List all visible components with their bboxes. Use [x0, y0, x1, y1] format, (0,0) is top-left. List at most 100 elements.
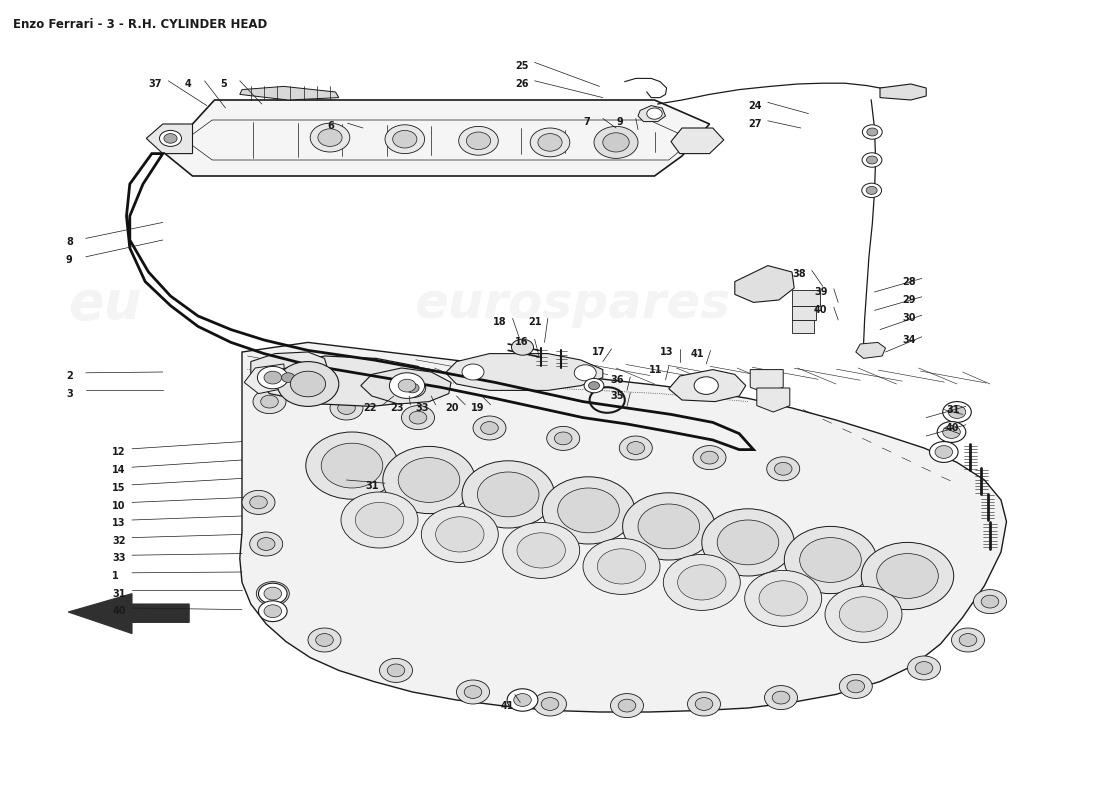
Circle shape [264, 371, 282, 384]
Circle shape [399, 378, 426, 398]
Circle shape [745, 570, 822, 626]
Circle shape [623, 493, 715, 560]
Circle shape [277, 362, 339, 406]
Circle shape [538, 134, 562, 151]
Circle shape [258, 601, 287, 622]
Circle shape [409, 411, 427, 424]
Circle shape [825, 586, 902, 642]
Text: 22: 22 [363, 403, 376, 413]
Circle shape [473, 416, 506, 440]
Text: 12: 12 [112, 447, 125, 457]
Circle shape [861, 183, 881, 198]
Polygon shape [68, 594, 189, 634]
Polygon shape [735, 266, 794, 302]
Text: 31: 31 [365, 482, 378, 491]
Polygon shape [671, 128, 724, 154]
Circle shape [258, 583, 287, 604]
Circle shape [943, 426, 960, 438]
Circle shape [398, 458, 460, 502]
Circle shape [584, 378, 604, 393]
Text: 3: 3 [66, 389, 73, 398]
Circle shape [542, 477, 635, 544]
Circle shape [330, 396, 363, 420]
Polygon shape [240, 86, 339, 100]
Circle shape [937, 422, 966, 442]
Circle shape [406, 383, 419, 393]
Circle shape [688, 692, 720, 716]
Circle shape [619, 436, 652, 460]
Circle shape [261, 395, 278, 408]
Circle shape [534, 692, 566, 716]
Circle shape [257, 538, 275, 550]
Circle shape [503, 522, 580, 578]
Text: 5: 5 [220, 79, 227, 89]
Circle shape [767, 457, 800, 481]
Text: 32: 32 [112, 536, 125, 546]
Circle shape [456, 680, 490, 704]
Circle shape [547, 426, 580, 450]
Circle shape [385, 125, 425, 154]
Polygon shape [750, 370, 783, 394]
Text: 14: 14 [112, 466, 125, 475]
Circle shape [702, 509, 794, 576]
Text: 37: 37 [148, 79, 162, 89]
Circle shape [462, 364, 484, 380]
Text: 15: 15 [112, 483, 125, 493]
Text: 4: 4 [185, 79, 191, 89]
Circle shape [867, 156, 878, 164]
Circle shape [257, 366, 288, 389]
Polygon shape [792, 306, 816, 320]
Polygon shape [361, 368, 451, 404]
Circle shape [915, 662, 933, 674]
Polygon shape [757, 388, 790, 412]
Text: 1: 1 [112, 571, 119, 581]
Circle shape [695, 698, 713, 710]
Circle shape [462, 461, 554, 528]
Circle shape [512, 339, 534, 355]
Text: 35: 35 [610, 391, 624, 401]
Text: 30: 30 [902, 314, 915, 323]
Text: eurospares: eurospares [414, 536, 730, 584]
Text: 9: 9 [616, 117, 623, 126]
Polygon shape [258, 356, 434, 406]
Text: 10: 10 [112, 501, 125, 510]
Circle shape [862, 153, 882, 167]
Circle shape [242, 490, 275, 514]
Text: 19: 19 [471, 403, 484, 413]
Circle shape [774, 462, 792, 475]
Circle shape [701, 451, 718, 464]
Text: Enzo Ferrari - 3 - R.H. CYLINDER HEAD: Enzo Ferrari - 3 - R.H. CYLINDER HEAD [13, 18, 267, 30]
Circle shape [764, 686, 798, 710]
Text: 6: 6 [328, 122, 334, 131]
Circle shape [839, 674, 872, 698]
Circle shape [588, 382, 600, 390]
Circle shape [948, 406, 966, 418]
Text: 11: 11 [649, 365, 662, 374]
Text: 41: 41 [691, 349, 704, 358]
Circle shape [610, 694, 643, 718]
Circle shape [264, 605, 282, 618]
Polygon shape [792, 290, 820, 306]
Text: 33: 33 [416, 403, 429, 413]
Circle shape [250, 532, 283, 556]
Circle shape [867, 128, 878, 136]
Circle shape [477, 472, 539, 517]
Circle shape [694, 377, 718, 394]
Polygon shape [165, 100, 710, 176]
Circle shape [943, 402, 971, 422]
Circle shape [530, 128, 570, 157]
Circle shape [647, 108, 662, 119]
Circle shape [981, 595, 999, 608]
Circle shape [935, 446, 953, 458]
Text: 9: 9 [66, 255, 73, 265]
Polygon shape [792, 320, 814, 333]
Circle shape [583, 538, 660, 594]
Polygon shape [146, 124, 192, 154]
Circle shape [275, 368, 301, 387]
Circle shape [481, 422, 498, 434]
Circle shape [517, 533, 565, 568]
Circle shape [594, 126, 638, 158]
Circle shape [160, 130, 182, 146]
Circle shape [389, 373, 425, 398]
Circle shape [341, 492, 418, 548]
